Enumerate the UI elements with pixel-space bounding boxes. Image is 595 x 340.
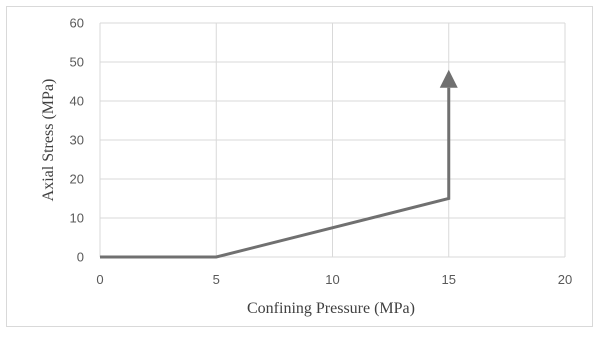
series-0-arrowhead: [439, 69, 458, 88]
y-tick-label-6: 60: [70, 16, 84, 31]
y-tick-label-5: 50: [70, 55, 84, 70]
x-axis-title: Confining Pressure (MPa): [247, 300, 415, 317]
y-tick-label-0: 0: [77, 250, 84, 265]
y-tick-label-3: 30: [70, 133, 84, 148]
series-layer: [99, 69, 458, 259]
x-tick-label-0: 0: [96, 272, 103, 287]
y-axis-tick-labels: 0 10 20 30 40 50 60: [70, 16, 84, 265]
x-axis-tick-labels: 0 5 10 15 20: [96, 272, 572, 287]
y-tick-label-4: 40: [70, 94, 84, 109]
x-tick-label-1: 5: [213, 272, 220, 287]
y-tick-label-1: 10: [70, 211, 84, 226]
x-tick-label-2: 10: [325, 272, 339, 287]
y-tick-label-2: 20: [70, 172, 84, 187]
x-tick-label-3: 15: [442, 272, 456, 287]
y-axis-title: Axial Stress (MPa): [40, 79, 57, 202]
series-0-line: [100, 87, 451, 259]
x-tick-label-4: 20: [558, 272, 572, 287]
chart-frame: [6, 6, 593, 327]
